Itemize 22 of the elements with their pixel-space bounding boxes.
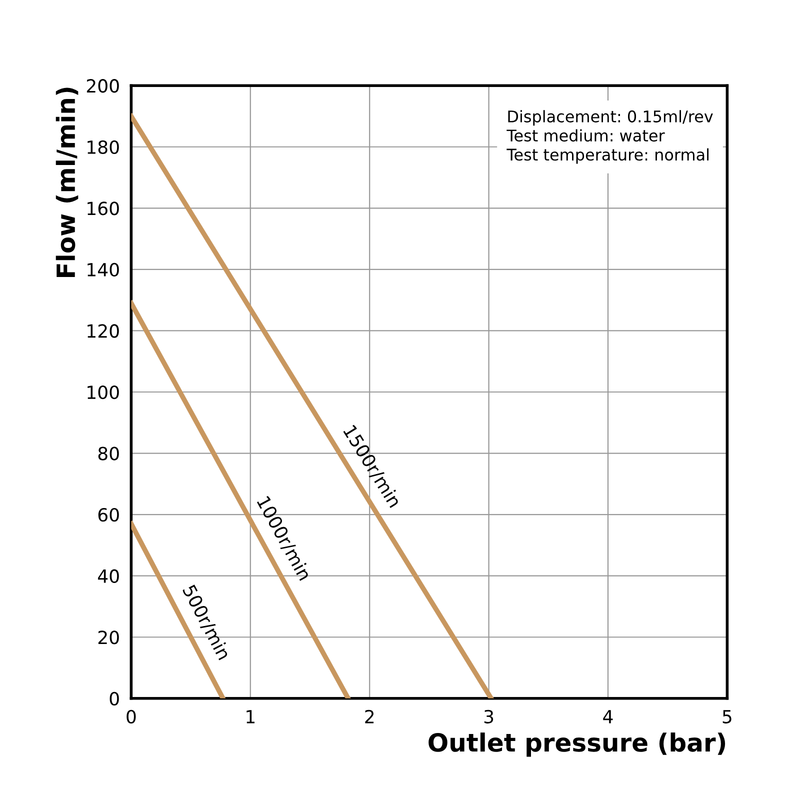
y-tick-label: 40	[98, 569, 119, 583]
y-tick-label: 100	[88, 385, 119, 400]
y-tick-label: 160	[88, 202, 119, 216]
x-axis-title: Outlet pressure (bar)	[428, 732, 726, 757]
y-axis-title: Flow (ml/min)	[56, 88, 78, 277]
y-tick-label: 200	[86, 79, 119, 93]
x-tick-label: 5	[722, 710, 732, 724]
y-tick-label: 0	[110, 692, 119, 706]
annotation: Test medium: water	[506, 129, 665, 142]
x-tick-label: 0	[126, 710, 136, 724]
annotation: Displacement: 0.15ml/rev	[508, 110, 713, 126]
y-tick-label: 20	[98, 630, 119, 644]
annotation: Test temperature: normal	[506, 148, 709, 164]
x-tick-label: 3	[484, 710, 494, 724]
x-tick-label: 1	[246, 710, 254, 724]
x-tick-label: 4	[603, 710, 613, 724]
y-tick-label: 140	[88, 262, 119, 277]
y-tick-label: 120	[88, 324, 119, 338]
y-tick-label: 60	[98, 508, 119, 522]
y-tick-label: 80	[98, 446, 119, 460]
x-tick-label: 2	[365, 710, 374, 724]
y-tick-label: 180	[88, 140, 119, 154]
